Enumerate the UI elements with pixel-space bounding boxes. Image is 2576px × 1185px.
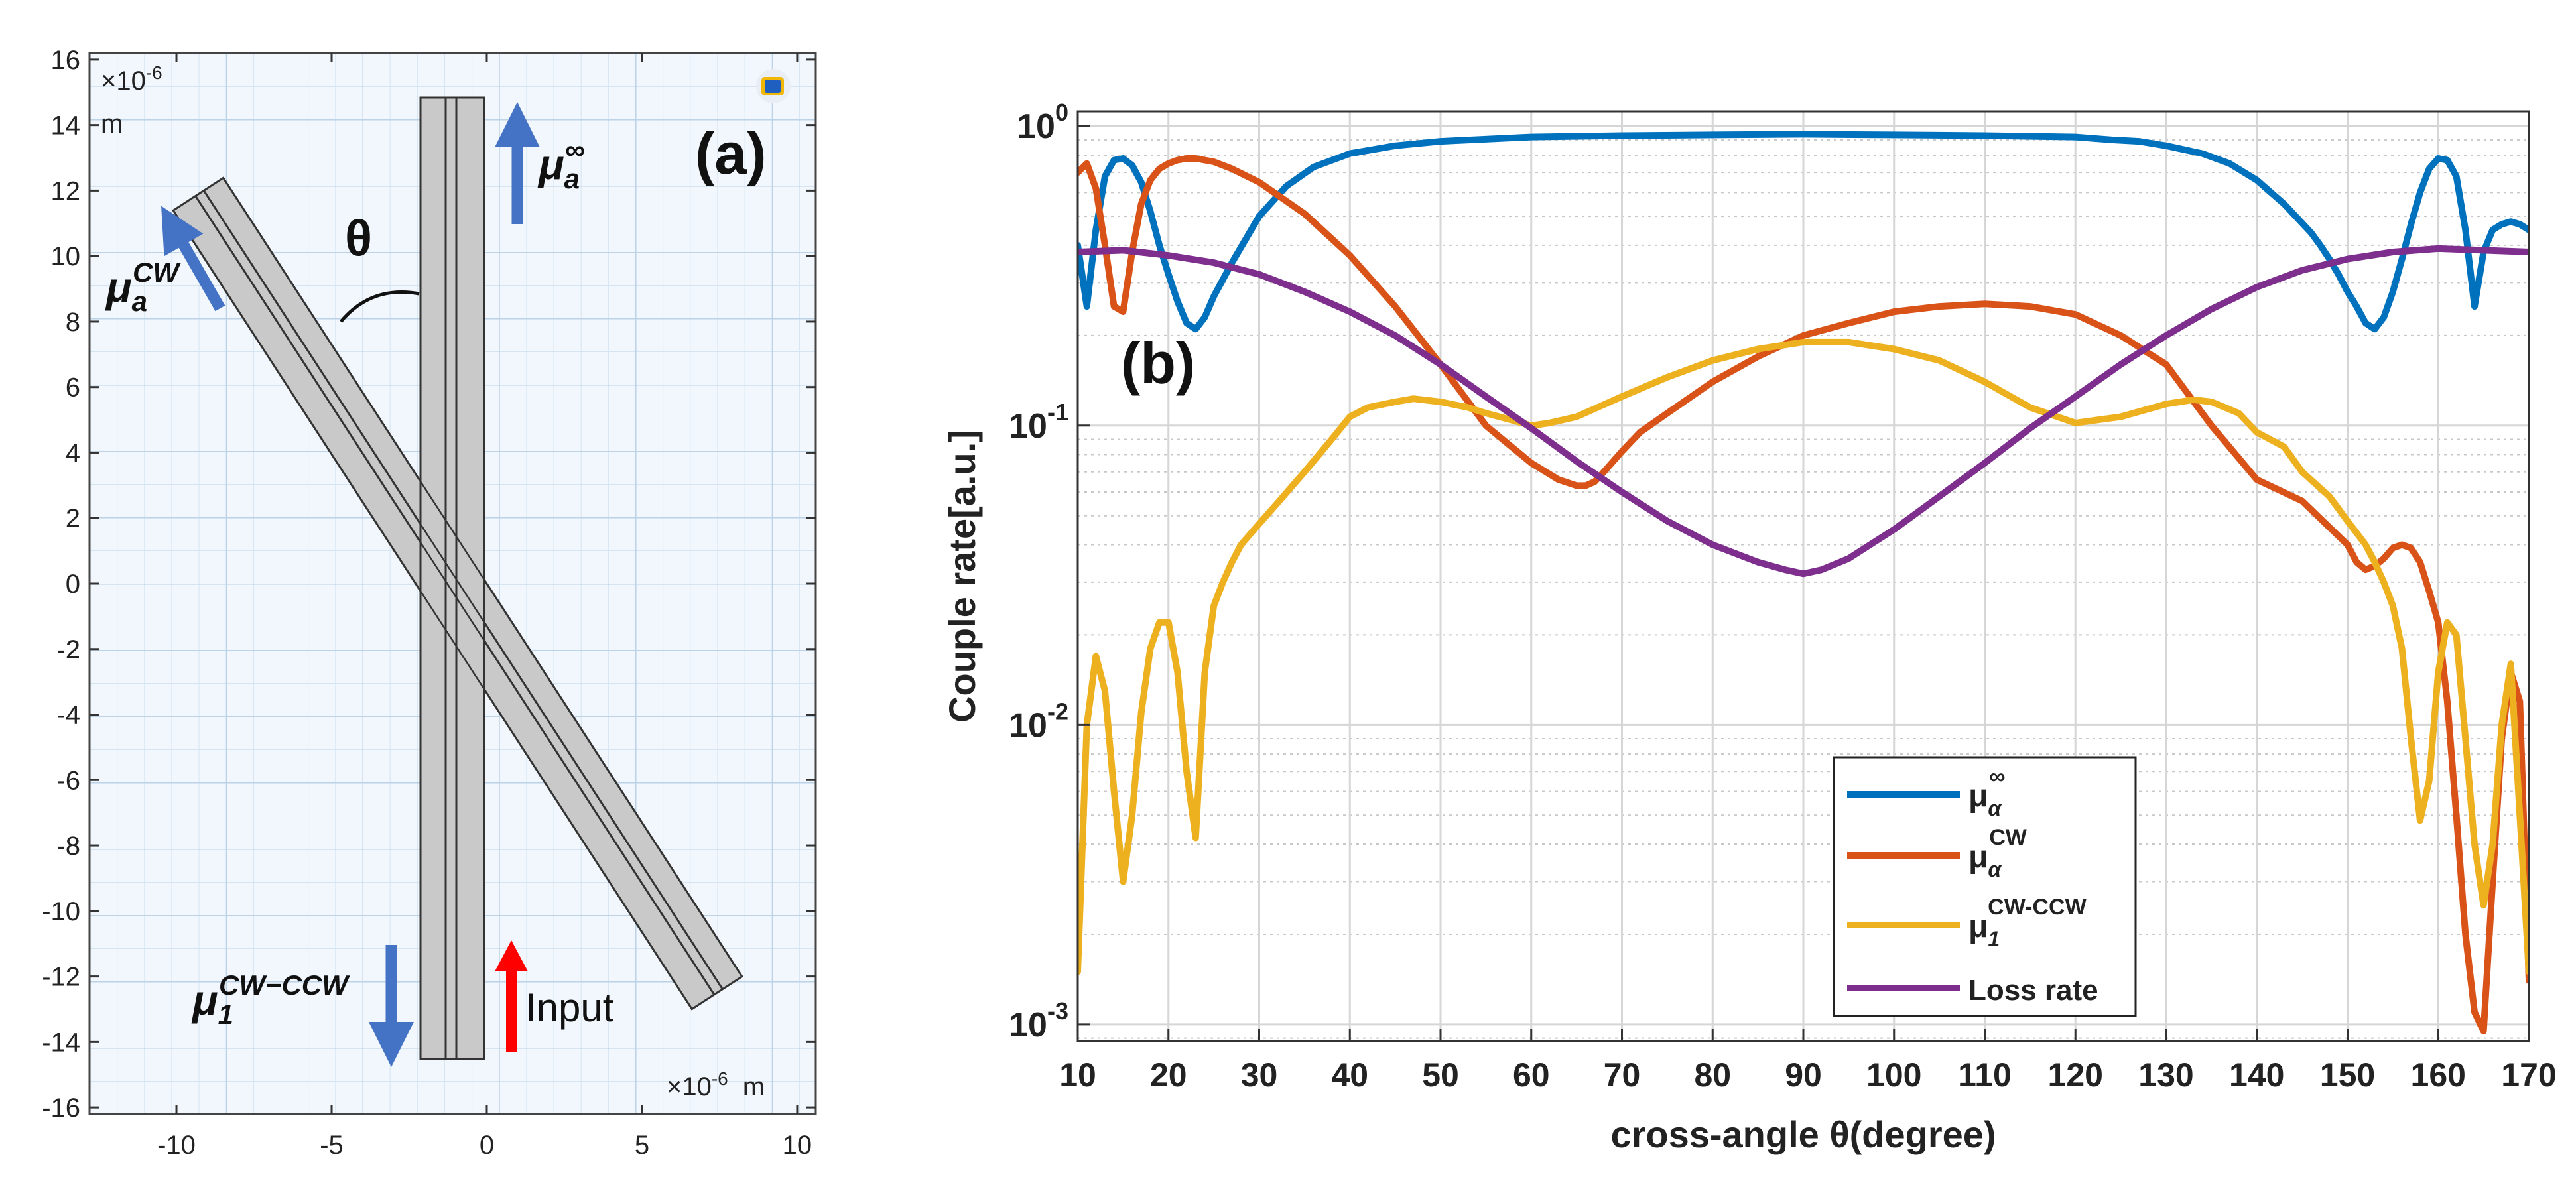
legend-entry-1: μαCW bbox=[1968, 825, 2028, 881]
panel-a-unit-m-top: m bbox=[101, 109, 123, 139]
theta-label: θ bbox=[345, 210, 372, 267]
x-tick-label: 170 bbox=[2501, 1056, 2556, 1093]
y-tick-label: 8 bbox=[66, 308, 80, 337]
series-line-3 bbox=[1078, 245, 2529, 578]
x-tick-label: 80 bbox=[1694, 1056, 1731, 1093]
y-tick-label: 2 bbox=[66, 504, 80, 533]
panel-a-unit-top: ×10-6 bbox=[101, 62, 162, 95]
y-tick-label: 0 bbox=[66, 570, 80, 599]
vertical-waveguide bbox=[172, 96, 743, 1060]
y-tick-label: 6 bbox=[66, 373, 80, 403]
y-tick-label: -2 bbox=[56, 635, 80, 664]
legend-entry-0: μα∞ bbox=[1968, 764, 2005, 820]
series-line-0 bbox=[1078, 131, 2529, 333]
y-tick-label: 14 bbox=[51, 111, 81, 141]
arrow-input bbox=[495, 940, 528, 1052]
label-mu-cw: μaCW bbox=[105, 257, 181, 317]
x-tick-label: 60 bbox=[1513, 1056, 1550, 1093]
theta-arc bbox=[340, 290, 420, 323]
y-tick-label: -8 bbox=[56, 832, 80, 861]
y-tick-label: -4 bbox=[56, 701, 80, 730]
x-tick-label: 10 bbox=[1059, 1056, 1096, 1093]
arrow-mu-cw bbox=[161, 206, 225, 312]
x-tick-label: 90 bbox=[1785, 1056, 1822, 1093]
x-tick-label: 160 bbox=[2411, 1056, 2466, 1093]
y-tick-label: 10-3 bbox=[1009, 997, 1068, 1044]
x-tick-label: 70 bbox=[1604, 1056, 1641, 1093]
y-tick-label: 100 bbox=[1017, 99, 1068, 146]
x-tick-label: 0 bbox=[480, 1131, 494, 1160]
label-mu-1: μ1CW−CCW bbox=[191, 969, 350, 1030]
y-tick-label: -14 bbox=[42, 1028, 80, 1057]
x-tick-label: -10 bbox=[157, 1131, 196, 1160]
x-tick-label: 30 bbox=[1241, 1056, 1278, 1093]
x-tick-label: 40 bbox=[1331, 1056, 1368, 1093]
y-tick-label: 12 bbox=[51, 176, 81, 206]
panel-a-x-axis: -10 -5 0 5 10 bbox=[157, 53, 812, 1160]
series-line-2 bbox=[1078, 338, 2529, 975]
y-tick-label: 10-1 bbox=[1009, 399, 1068, 446]
panel-b-x-axis: 10 20 30 40 50 60 70 80 90 100 110 120 130 140 150 160 1… bbox=[1059, 1029, 2557, 1093]
legend-entry-2: μ1CW-CCW bbox=[1968, 895, 2087, 951]
x-tick-label: -5 bbox=[320, 1131, 344, 1160]
panel-a-unit-bottom: ×10-6 m bbox=[667, 1068, 765, 1101]
panel-a: 16 14 12 10 8 6 4 2 0 -2 -4 -6 -8 -10 -12 -14 -16 -10 -5 0… bbox=[42, 46, 817, 1160]
legend-entry-3: Loss rate bbox=[1968, 974, 2098, 1007]
panel-b-label: (b) bbox=[1121, 330, 1195, 396]
y-tick-label: 4 bbox=[66, 438, 80, 468]
panel-b-y-axis: 100 10-1 10-2 10-3 bbox=[1009, 99, 1090, 1044]
panel-a-label: (a) bbox=[695, 121, 767, 186]
x-tick-label: 20 bbox=[1150, 1056, 1187, 1093]
y-tick-label: 10-2 bbox=[1009, 698, 1068, 745]
x-tick-label: 130 bbox=[2138, 1056, 2193, 1093]
x-tick-label: 140 bbox=[2229, 1056, 2284, 1093]
app-logo-icon bbox=[756, 69, 791, 103]
y-tick-label: -12 bbox=[42, 963, 80, 992]
x-tick-label: 100 bbox=[1866, 1056, 1921, 1093]
chart-legend: μα∞ μαCW μ1CW-CCW Loss rate bbox=[1833, 756, 2137, 1017]
y-tick-label: -16 bbox=[42, 1093, 80, 1123]
x-tick-label: 110 bbox=[1958, 1056, 2012, 1093]
label-input: Input bbox=[525, 985, 614, 1030]
label-mu-inf: μa∞ bbox=[537, 134, 585, 194]
panel-b-series bbox=[1078, 131, 2529, 1034]
x-tick-label: 5 bbox=[635, 1131, 649, 1160]
panel-a-y-axis: 16 14 12 10 8 6 4 2 0 -2 -4 -6 -8 -10 -12 -14 -16 bbox=[42, 46, 816, 1123]
x-tick-label: 150 bbox=[2320, 1056, 2375, 1093]
y-tick-label: -10 bbox=[42, 897, 80, 926]
series-line-1 bbox=[1078, 155, 2529, 1034]
panel-b-y-label: Couple rate[a.u.] bbox=[941, 430, 983, 723]
legend-box bbox=[1833, 756, 2137, 1017]
panel-b-x-label: cross-angle θ(degree) bbox=[1610, 1113, 1996, 1155]
y-tick-label: -6 bbox=[56, 766, 80, 795]
panel-b: 10 20 30 40 50 60 70 80 90 100 110 120 130 140 150 160 1… bbox=[941, 99, 2557, 1155]
x-tick-label: 10 bbox=[783, 1131, 812, 1160]
y-tick-label: 10 bbox=[51, 242, 81, 271]
x-tick-label: 120 bbox=[2048, 1056, 2103, 1093]
y-tick-label: 16 bbox=[51, 46, 81, 75]
x-tick-label: 50 bbox=[1422, 1056, 1459, 1093]
